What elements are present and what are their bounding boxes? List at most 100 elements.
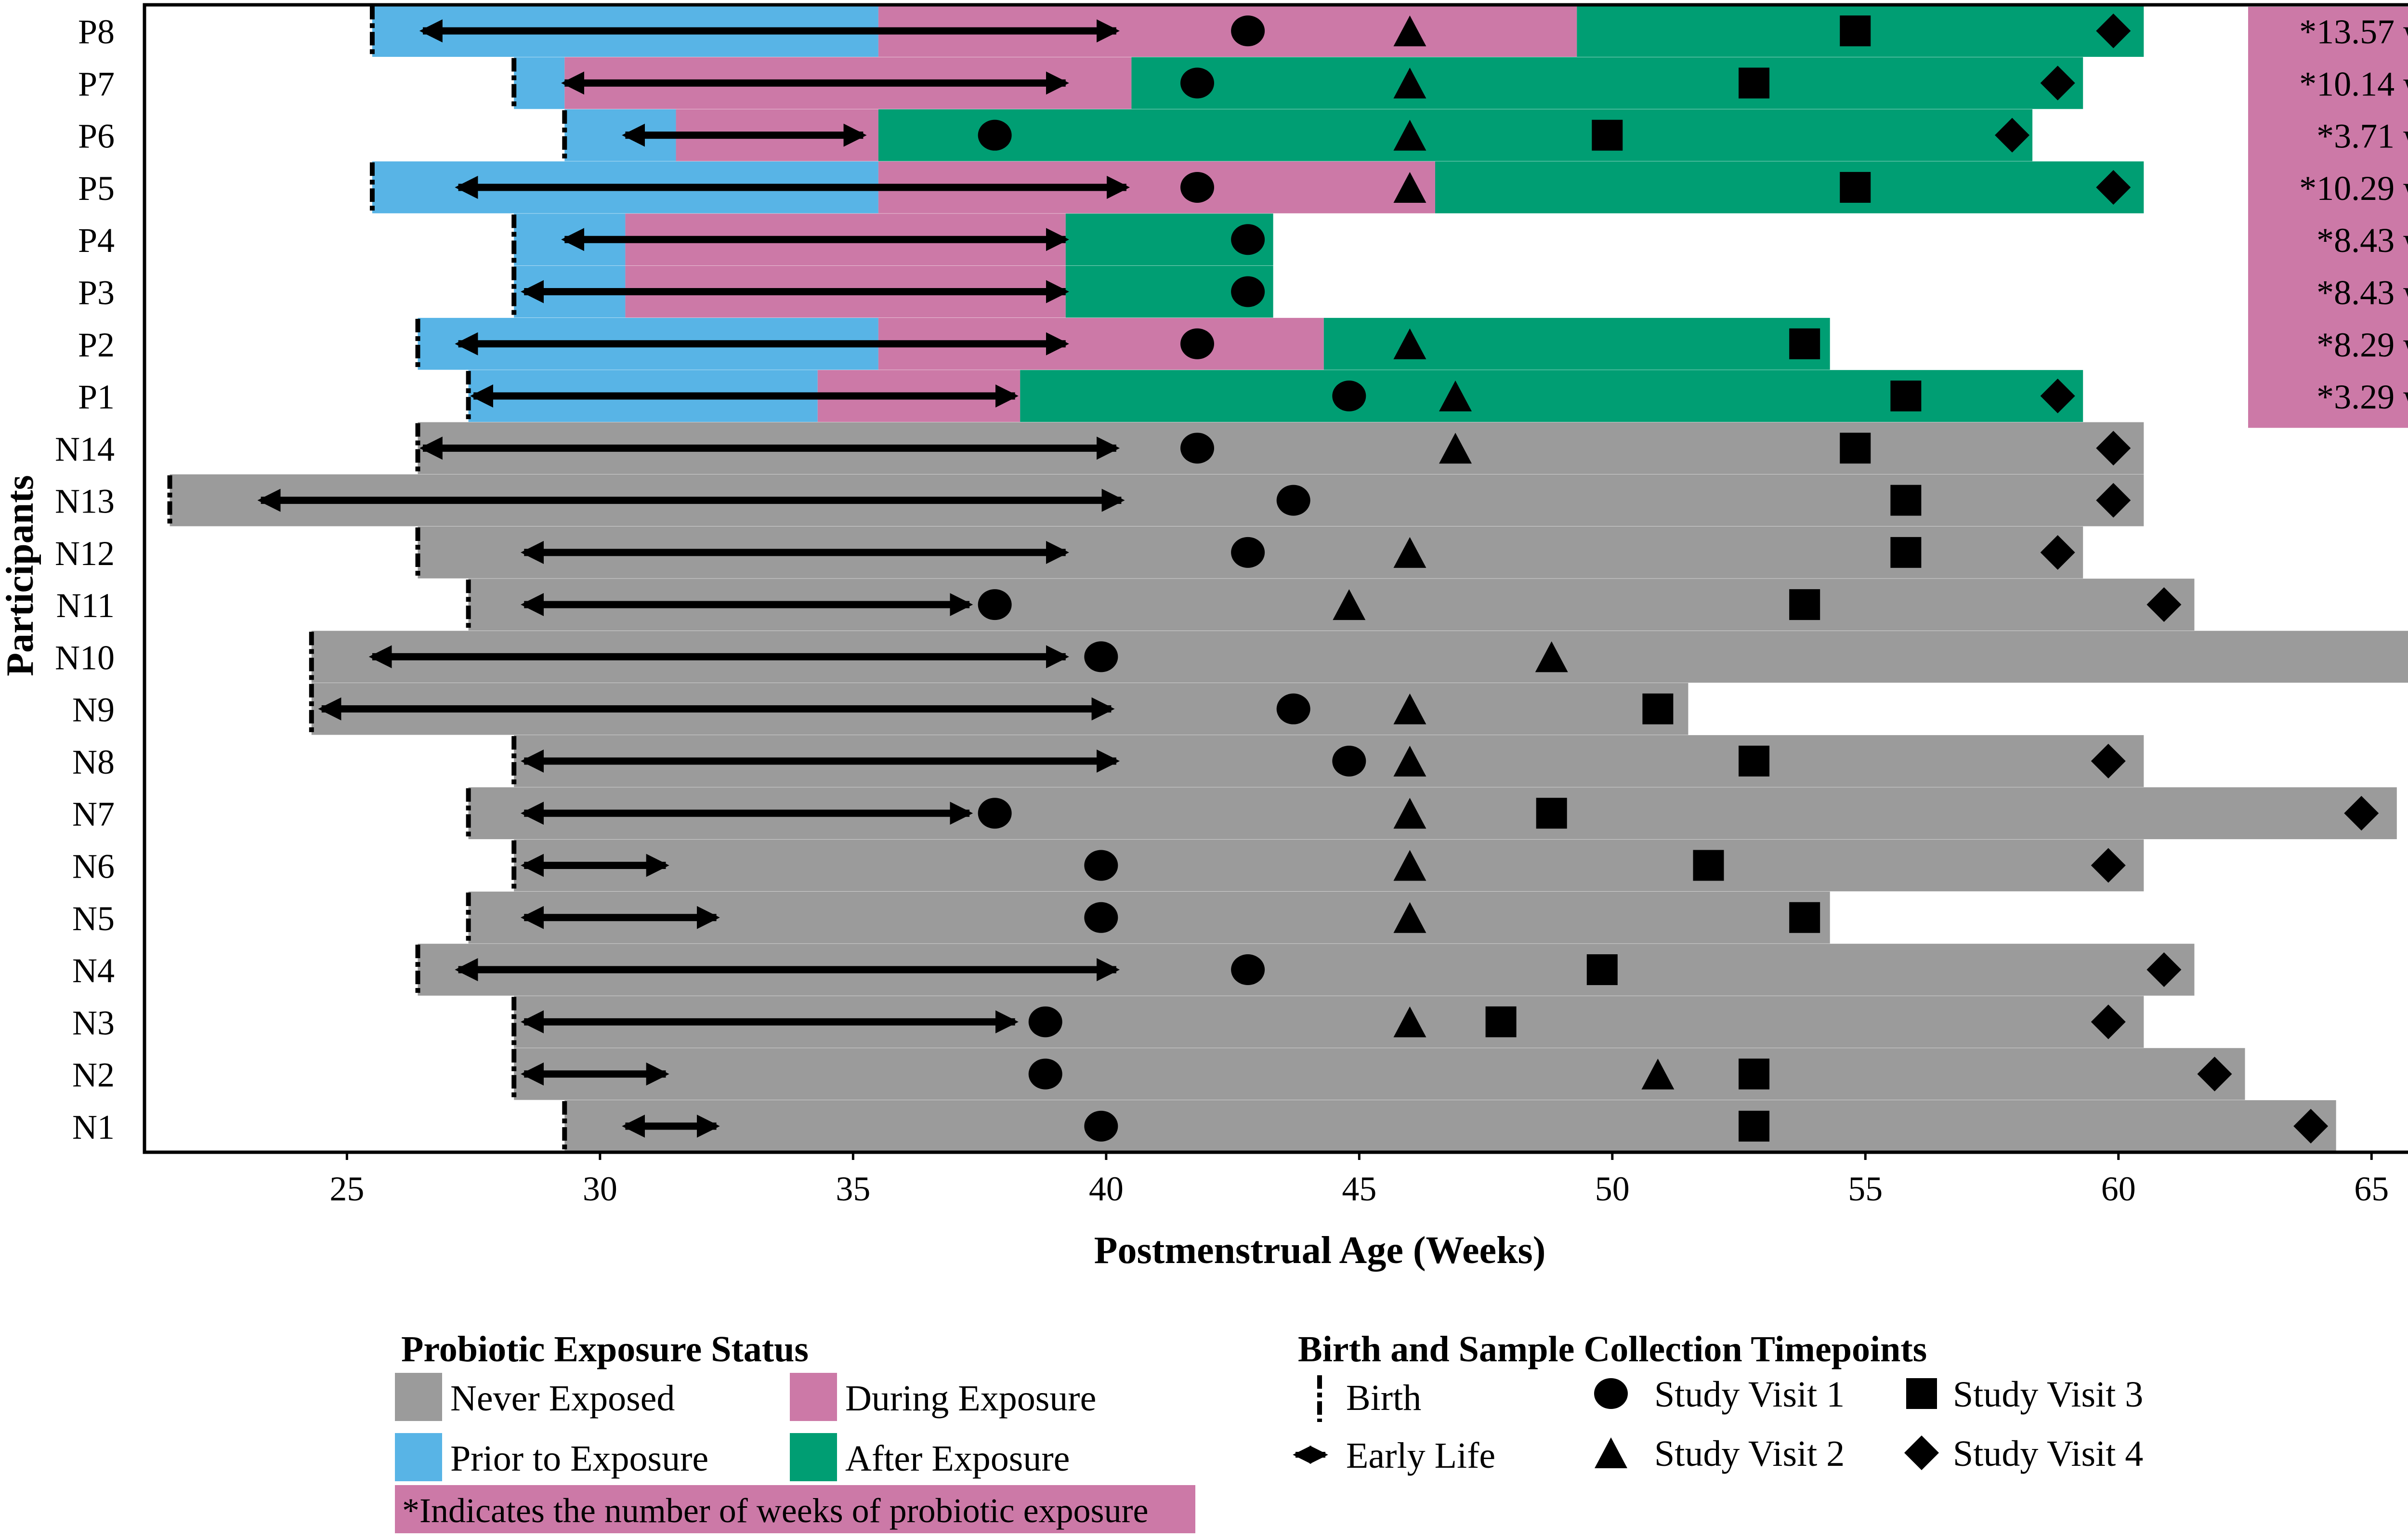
legend-swatch-during (790, 1373, 837, 1421)
x-tick-label: 55 (1848, 1170, 1883, 1208)
participant-row-p5 (369, 161, 2144, 213)
participant-row-p4 (511, 213, 1273, 266)
study-visit-2-marker (1393, 67, 1426, 99)
study-visit-1-marker (1084, 641, 1118, 672)
study-visit-4-marker (2040, 379, 2075, 414)
legend-label-birth: Birth (1346, 1378, 1421, 1418)
study-visit-3-marker (1739, 1110, 1770, 1142)
study-visit-2-marker (1641, 1058, 1675, 1090)
segment-never (514, 1048, 2245, 1100)
exposure-weeks-label: *3.29 weeks (2316, 378, 2408, 416)
study-visit-2-marker (1393, 15, 1426, 47)
study-visit-4-marker (1995, 118, 2030, 153)
axes: P8 *13.57 weeks P7 *10.14 weeks P6 *3.71 week… (0, 3, 2408, 1272)
participant-row-p6 (562, 109, 2033, 161)
y-tick-label: P7 (78, 65, 115, 103)
participant-row-n1 (562, 1100, 2336, 1152)
study-visit-4-marker (2293, 1108, 2329, 1144)
study-visit-3-marker (1739, 745, 1770, 777)
exposure-weeks-label: *3.71 weeks (2316, 117, 2408, 156)
x-tick-label: 50 (1595, 1170, 1630, 1208)
legend-swatch-never (395, 1373, 442, 1421)
segment-never (564, 1100, 2336, 1152)
study-visit-1-marker (1332, 381, 1366, 412)
study-visit-1-marker (1180, 433, 1215, 464)
study-visit-3-marker (1592, 119, 1623, 151)
study-visit-1-marker (1028, 1058, 1062, 1090)
participant-row-n12 (415, 526, 2083, 579)
segment-after (1020, 370, 2083, 422)
plot-area (167, 5, 2408, 1152)
y-tick-label: N12 (55, 534, 115, 573)
legend-label-visit1: Study Visit 1 (1654, 1374, 1845, 1415)
participant-row-n2 (511, 1048, 2245, 1100)
exposure-weeks-label: *10.14 weeks (2299, 65, 2408, 103)
study-visit-1-marker (1231, 954, 1265, 986)
segment-prior (514, 57, 565, 109)
study-visit-3-marker (1739, 67, 1770, 99)
study-visit-1-marker (1332, 745, 1366, 777)
legend-label-during: During Exposure (845, 1378, 1096, 1419)
study-visit-1-marker (1028, 1006, 1062, 1038)
participant-row-p2 (415, 317, 1830, 370)
study-visit-1-marker (978, 798, 1012, 829)
y-tick-label: N14 (55, 430, 115, 468)
study-visit-1-marker (1276, 693, 1310, 724)
exposure-weeks-box (2248, 7, 2408, 428)
legend-swatch-after (790, 1433, 837, 1481)
study-visit-3-marker (1642, 693, 1674, 724)
y-tick-label: P8 (78, 13, 115, 51)
study-visit-4-marker (2096, 170, 2131, 205)
participant-row-n6 (511, 839, 2144, 892)
study-visit-4-marker (2091, 848, 2126, 883)
legend: Probiotic Exposure Status Never Exposed Du… (395, 1329, 2143, 1533)
y-tick-label: N3 (72, 1003, 115, 1042)
x-tick-label: 60 (2101, 1170, 2136, 1208)
study-visit-1-marker (1084, 1110, 1118, 1142)
legend-label-after: After Exposure (845, 1438, 1070, 1479)
study-visit-1-marker (978, 589, 1012, 620)
study-visit-3-marker (1485, 1006, 1517, 1038)
study-visit-4-marker (2091, 1004, 2126, 1040)
study-visit-1-marker (1231, 15, 1265, 47)
study-visit-4-marker (2091, 743, 2126, 778)
study-visit-1-marker (978, 119, 1012, 151)
participant-row-p3 (511, 265, 1273, 318)
study-visit-1-marker (1180, 171, 1215, 203)
y-tick-label: N7 (72, 795, 115, 833)
study-visit-4-marker (2096, 13, 2131, 49)
x-tick-label: 40 (1089, 1170, 1124, 1208)
y-tick-label: N10 (55, 638, 115, 677)
study-visit-3-marker (1890, 537, 1922, 568)
y-tick-label: P4 (78, 221, 115, 260)
study-visit-4-marker (2040, 66, 2075, 101)
legend-label-visit2: Study Visit 2 (1654, 1434, 1845, 1474)
study-visit-2-marker (1393, 745, 1426, 777)
study-visit-2-marker (1393, 693, 1426, 724)
participant-row-n3 (511, 996, 2144, 1048)
participant-row-n4 (415, 944, 2195, 996)
study-visit-2-marker (1393, 798, 1426, 829)
study-visit-3-marker (1789, 589, 1820, 620)
legend-label-never: Never Exposed (450, 1378, 675, 1419)
study-visit-3-marker (1789, 328, 1820, 359)
y-tick-label: N8 (72, 743, 115, 781)
y-tick-label: P3 (78, 274, 115, 312)
study-visit-1-marker (1231, 224, 1265, 255)
y-tick-label: N9 (72, 691, 115, 729)
legend-visit-1-icon (1594, 1378, 1628, 1409)
study-visit-4-marker (2040, 535, 2075, 570)
study-visit-3-marker (1789, 902, 1820, 933)
study-visit-2-marker (1393, 119, 1426, 151)
participant-row-n9 (309, 683, 1688, 735)
study-visit-3-marker (1586, 954, 1618, 986)
legend-label-early-life: Early Life (1346, 1435, 1495, 1476)
study-visit-4-marker (2344, 796, 2379, 831)
study-visit-1-marker (1276, 485, 1310, 516)
study-visit-2-marker (1535, 641, 1568, 672)
y-tick-label: P6 (78, 117, 115, 156)
study-visit-3-marker (1536, 798, 1567, 829)
legend-exposure-note: *Indicates the number of weeks of probio… (402, 1491, 1149, 1530)
study-visit-4-marker (2146, 587, 2182, 622)
legend-label-visit4: Study Visit 4 (1953, 1434, 2143, 1474)
